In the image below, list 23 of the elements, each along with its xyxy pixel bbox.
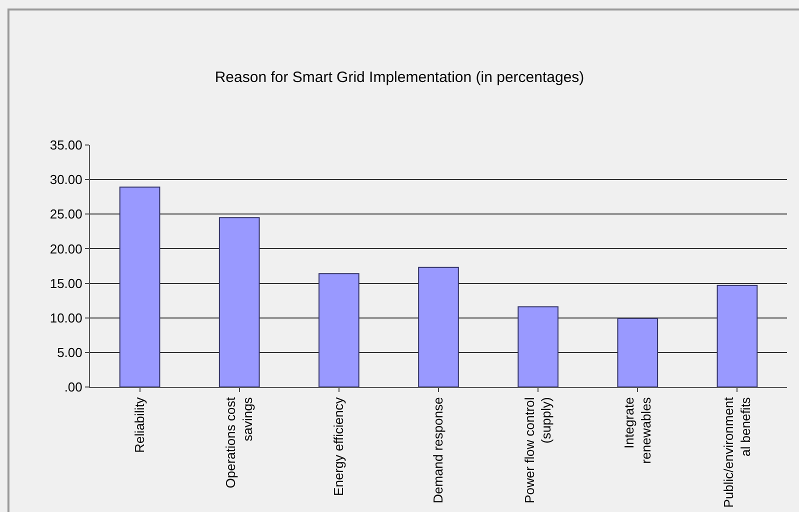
bar xyxy=(218,217,260,387)
x-tick-label: Public/environment al benefits xyxy=(720,396,753,508)
y-tick-label: 30.00 xyxy=(50,172,82,188)
y-tick-label: 5.00 xyxy=(57,344,82,360)
y-tick-label: 25.00 xyxy=(50,206,82,222)
bar xyxy=(119,186,160,387)
y-tick-label: 20.00 xyxy=(50,241,82,256)
y-tick-label: 35.00 xyxy=(50,138,82,153)
x-tick-label: Integrate renewables xyxy=(621,396,654,464)
chart-title: Reason for Smart Grid Implementation (in percentages) xyxy=(214,69,584,86)
y-tick-label: .00 xyxy=(64,380,82,395)
y-tick-label: 10.00 xyxy=(50,310,82,326)
x-tick-label: Operations cost savings xyxy=(223,396,256,488)
x-tick-label: Reliability xyxy=(132,396,148,453)
x-tick-label: Energy efficiency xyxy=(331,396,346,496)
x-tick-label: Demand response xyxy=(430,397,446,504)
bar xyxy=(716,284,758,387)
bar xyxy=(617,318,658,387)
bar xyxy=(318,273,360,387)
y-tick-label: 15.00 xyxy=(50,276,82,291)
x-tick-label: Power flow control (supply) xyxy=(522,397,554,504)
bar xyxy=(518,306,558,387)
bar xyxy=(418,266,459,387)
